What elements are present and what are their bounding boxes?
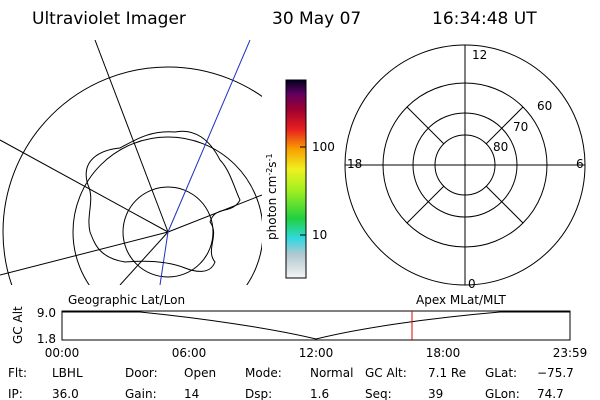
timeline-right-title: Apex MLat/MLT [416,293,506,307]
timeline-frame [61,310,571,341]
info-value: −75.7 [537,366,574,380]
timeline-x-tick: 23:59 [553,346,588,360]
mlt-label: 6 [576,157,584,171]
info-value: 36.0 [52,387,79,400]
lat-label: 80 [493,140,508,154]
info-value: 14 [184,387,199,400]
timeline-x-tick: 00:00 [45,346,80,360]
info-panel: Flt: LBHL Door: Open Mode: Normal GC Alt: 7.1 R… [8,366,574,400]
timeline-x-tick: 06:00 [172,346,207,360]
colorbar-tick: 10 [312,228,327,242]
info-value: 74.7 [537,387,564,400]
mlt-label: 18 [347,157,362,171]
info-label: GC Alt: [365,366,407,380]
polar-grid [344,44,586,286]
info-value: LBHL [52,366,83,380]
info-label: Seq: [365,387,392,400]
timeline-y-label: GC Alt [11,306,25,344]
lat-label: 60 [537,99,552,113]
info-value: 39 [428,387,443,400]
mlt-label: 0 [468,277,476,291]
lat-label: 70 [513,120,528,134]
info-value: 7.1 Re [428,366,466,380]
info-label: Mode: [245,366,282,380]
info-label: Door: [125,366,158,380]
info-label: Flt: [8,366,27,380]
timeline-left-title: Geographic Lat/Lon [68,293,185,307]
info-value: Open [184,366,216,380]
mlt-label: 12 [472,48,487,62]
timeline-y-tick: 1.8 [37,332,56,346]
colorbar [285,79,307,279]
info-value: Normal [310,366,353,380]
info-label: IP: [8,387,23,400]
info-label: Gain: [125,387,157,400]
info-label: Dsp: [245,387,272,400]
title: Ultraviolet Imager [32,9,186,29]
timeline-x-tick: 12:00 [299,346,334,360]
colorbar-label: photon cm-2s-1 [265,153,279,240]
info-value: 1.6 [310,387,329,400]
time: 16:34:48 UT [432,9,537,29]
timeline-y-tick: 9.0 [37,306,56,320]
info-label: GLon: [485,387,520,400]
colorbar-tick: 100 [312,140,335,154]
geo-image [0,40,262,285]
altitude-curve [62,311,570,340]
timeline-x-tick: 18:00 [426,346,461,360]
date: 30 May 07 [272,9,361,29]
info-label: GLat: [485,366,517,380]
